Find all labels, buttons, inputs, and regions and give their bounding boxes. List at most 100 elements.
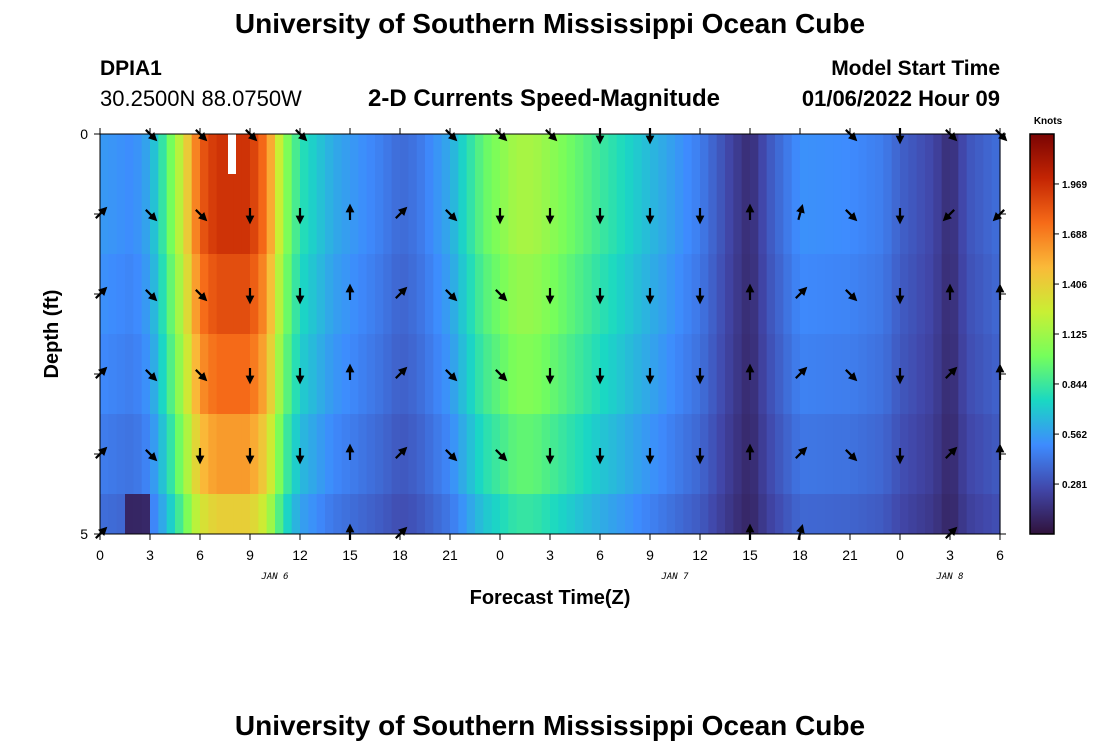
heatmap-cell [166, 494, 176, 534]
heatmap-cell [691, 254, 701, 334]
heatmap-cell [366, 254, 376, 334]
heatmap-cell [775, 494, 784, 534]
heatmap-cell [541, 174, 551, 254]
model-start-label: Model Start Time [831, 57, 1000, 80]
current-arrow [395, 286, 408, 299]
heatmap-cell [275, 414, 284, 494]
heatmap-cell [741, 134, 751, 174]
heatmap-cell [333, 134, 343, 174]
current-arrow [845, 449, 858, 462]
heatmap-cell [775, 174, 784, 254]
heatmap-cell [458, 174, 468, 254]
heatmap-cell [950, 494, 959, 534]
heatmap-cell [933, 494, 943, 534]
heatmap-cell [358, 134, 368, 174]
current-arrow [495, 369, 508, 382]
heatmap-cell [266, 174, 276, 254]
heatmap-cell [475, 414, 484, 494]
heatmap-cell [808, 414, 818, 494]
colorbar-tick-label: 0.562 [1062, 430, 1087, 441]
heatmap-cell [291, 494, 301, 534]
heatmap-cell [575, 414, 584, 494]
heatmap-cell [733, 174, 743, 254]
heatmap-cell [766, 414, 776, 494]
heatmap-cell [408, 494, 418, 534]
current-arrow [945, 366, 958, 379]
heatmap-cell [683, 494, 693, 534]
heatmap-cell [116, 334, 126, 414]
heatmap-cell [208, 254, 218, 334]
heatmap-cell [566, 414, 576, 494]
heatmap-cell [983, 174, 993, 254]
colorbar: Knots 0.281 0.562 0.844 1.125 1.406 1.688 1.96… [1029, 116, 1087, 535]
colorbar-tick-label: 0.844 [1062, 380, 1087, 391]
heatmap-cell [741, 334, 751, 414]
heatmap-cell [941, 414, 951, 494]
heatmap-cell [516, 254, 526, 334]
heatmap-cell [350, 174, 359, 254]
heatmap-cell [650, 174, 659, 254]
heatmap-cell [650, 254, 659, 334]
heatmap-cell [616, 134, 626, 174]
heatmap-cell [983, 334, 993, 414]
heatmap-cell [108, 334, 118, 414]
heatmap-cell [800, 494, 809, 534]
heatmap-cell [641, 134, 651, 174]
heatmap-cell [916, 414, 926, 494]
heatmap-cell [750, 134, 759, 174]
heatmap-cell [208, 134, 218, 174]
heatmap-cell [466, 334, 476, 414]
heatmap-cell [300, 494, 309, 534]
heatmap-cell [241, 334, 251, 414]
heatmap-cell [666, 254, 676, 334]
heatmap-cell [583, 334, 593, 414]
heatmap-cell [266, 494, 276, 534]
current-arrow [395, 206, 408, 219]
heatmap-cell [750, 494, 759, 534]
heatmap-cell [783, 334, 793, 414]
heatmap-cell [300, 174, 309, 254]
heatmap-cell [741, 494, 751, 534]
heatmap-cell [991, 254, 1001, 334]
heatmap-cell [766, 254, 776, 334]
heatmap-cell [141, 254, 151, 334]
heatmap-cell [800, 174, 809, 254]
heatmap-cell [483, 494, 493, 534]
heatmap-cell [633, 414, 643, 494]
y-axis-title: Depth (ft) [41, 290, 63, 379]
heatmap-cell [433, 254, 443, 334]
heatmap-cell [300, 254, 309, 334]
heatmap-cell [708, 134, 718, 174]
heatmap-cell [408, 414, 418, 494]
heatmap-cell [783, 254, 793, 334]
heatmap-cell [875, 134, 884, 174]
colorbar-tick-label: 1.969 [1062, 180, 1087, 191]
heatmap-cell [750, 334, 759, 414]
heatmap-cell [916, 334, 926, 414]
heatmap-cell [483, 134, 493, 174]
current-arrow [145, 209, 158, 222]
heatmap-cell [550, 414, 559, 494]
current-arrow [445, 449, 458, 462]
heatmap-cell [333, 334, 343, 414]
heatmap-cell [508, 414, 518, 494]
heatmap-cell [816, 254, 826, 334]
heatmap-cell [225, 334, 234, 414]
heatmap-cell [308, 134, 318, 174]
heatmap-cell [533, 134, 543, 174]
current-arrow [445, 369, 458, 382]
heatmap-cell [208, 174, 218, 254]
heatmap-cell [625, 334, 634, 414]
current-arrow [845, 209, 858, 222]
heatmap-cell [966, 494, 976, 534]
heatmap-cell [825, 254, 834, 334]
heatmap-cell [891, 174, 901, 254]
heatmap-cell [141, 174, 151, 254]
y-tick-label: 0 [80, 126, 88, 142]
heatmap-cell [541, 134, 551, 174]
heatmap-cell [475, 254, 484, 334]
heatmap-cell [616, 414, 626, 494]
heatmap-cell [358, 414, 368, 494]
heatmap-cell [433, 414, 443, 494]
heatmap-cell [166, 334, 176, 414]
